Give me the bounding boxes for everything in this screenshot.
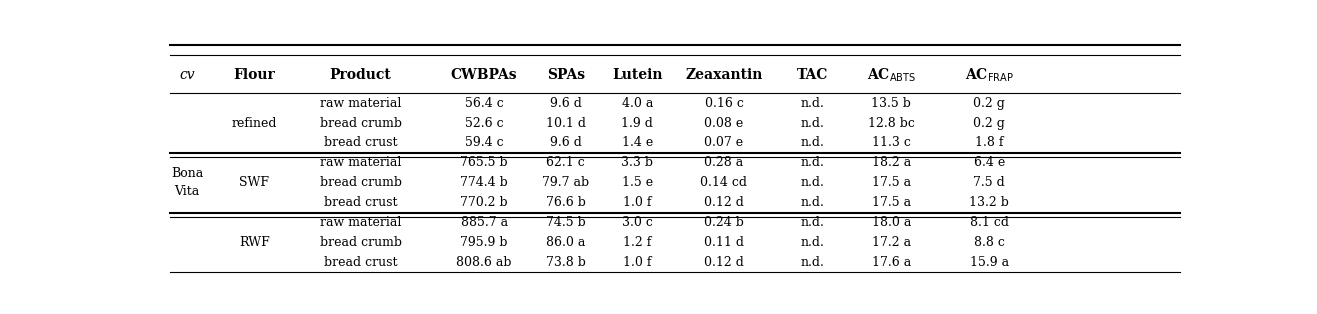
Text: cv: cv	[179, 68, 195, 82]
Text: 1.4 e: 1.4 e	[622, 137, 653, 149]
Text: 12.8 bc: 12.8 bc	[868, 116, 915, 130]
Text: 0.12 d: 0.12 d	[705, 196, 744, 209]
Text: 0.14 cd: 0.14 cd	[701, 176, 748, 189]
Text: 73.8 b: 73.8 b	[545, 256, 586, 269]
Text: Product: Product	[329, 68, 391, 82]
Text: 17.5 a: 17.5 a	[872, 196, 911, 209]
Text: 56.4 c: 56.4 c	[465, 97, 503, 110]
Text: 808.6 ab: 808.6 ab	[457, 256, 512, 269]
Text: SPAs: SPAs	[547, 68, 585, 82]
Text: refined: refined	[232, 116, 277, 130]
Text: 774.4 b: 774.4 b	[460, 176, 508, 189]
Text: 1.8 f: 1.8 f	[975, 137, 1004, 149]
Text: n.d.: n.d.	[801, 216, 824, 229]
Text: 1.5 e: 1.5 e	[622, 176, 653, 189]
Text: RWF: RWF	[240, 236, 270, 249]
Text: 9.6 d: 9.6 d	[549, 97, 582, 110]
Text: Flour: Flour	[233, 68, 275, 82]
Text: 52.6 c: 52.6 c	[465, 116, 503, 130]
Text: TAC: TAC	[797, 68, 828, 82]
Text: 18.2 a: 18.2 a	[872, 156, 911, 169]
Text: 770.2 b: 770.2 b	[460, 196, 508, 209]
Text: 3.0 c: 3.0 c	[622, 216, 653, 229]
Text: 1.2 f: 1.2 f	[623, 236, 652, 249]
Text: 0.24 b: 0.24 b	[705, 216, 744, 229]
Text: 6.4 e: 6.4 e	[973, 156, 1005, 169]
Text: 0.28 a: 0.28 a	[705, 156, 744, 169]
Text: n.d.: n.d.	[801, 137, 824, 149]
Text: bread crust: bread crust	[324, 256, 398, 269]
Text: n.d.: n.d.	[801, 97, 824, 110]
Text: bread crust: bread crust	[324, 196, 398, 209]
Text: bread crumb: bread crumb	[320, 236, 402, 249]
Text: bread crust: bread crust	[324, 137, 398, 149]
Text: 1.0 f: 1.0 f	[623, 196, 652, 209]
Text: 885.7 a: 885.7 a	[461, 216, 507, 229]
Text: 62.1 c: 62.1 c	[547, 156, 585, 169]
Text: Zeaxantin: Zeaxantin	[685, 68, 763, 82]
Text: 11.3 c: 11.3 c	[872, 137, 911, 149]
Text: 74.5 b: 74.5 b	[545, 216, 586, 229]
Text: n.d.: n.d.	[801, 116, 824, 130]
Text: 18.0 a: 18.0 a	[872, 216, 911, 229]
Text: bread crumb: bread crumb	[320, 116, 402, 130]
Text: CWBPAs: CWBPAs	[450, 68, 518, 82]
Text: 0.12 d: 0.12 d	[705, 256, 744, 269]
Text: 15.9 a: 15.9 a	[969, 256, 1009, 269]
Text: n.d.: n.d.	[801, 236, 824, 249]
Text: raw material: raw material	[320, 216, 402, 229]
Text: 17.5 a: 17.5 a	[872, 176, 911, 189]
Text: AC$_{\mathrm{FRAP}}$: AC$_{\mathrm{FRAP}}$	[965, 67, 1014, 84]
Text: 17.2 a: 17.2 a	[872, 236, 911, 249]
Text: bread crumb: bread crumb	[320, 176, 402, 189]
Text: 79.7 ab: 79.7 ab	[543, 176, 589, 189]
Text: 0.07 e: 0.07 e	[705, 137, 744, 149]
Text: 1.0 f: 1.0 f	[623, 256, 652, 269]
Text: 765.5 b: 765.5 b	[460, 156, 508, 169]
Text: n.d.: n.d.	[801, 256, 824, 269]
Text: 8.8 c: 8.8 c	[973, 236, 1005, 249]
Text: 0.08 e: 0.08 e	[705, 116, 744, 130]
Text: 795.9 b: 795.9 b	[461, 236, 508, 249]
Text: 59.4 c: 59.4 c	[465, 137, 503, 149]
Text: n.d.: n.d.	[801, 156, 824, 169]
Text: 76.6 b: 76.6 b	[545, 196, 586, 209]
Text: 1.9 d: 1.9 d	[622, 116, 653, 130]
Text: 13.5 b: 13.5 b	[872, 97, 911, 110]
Text: raw material: raw material	[320, 97, 402, 110]
Text: AC$_{\mathrm{ABTS}}$: AC$_{\mathrm{ABTS}}$	[867, 67, 915, 84]
Text: 3.3 b: 3.3 b	[622, 156, 653, 169]
Text: SWF: SWF	[240, 176, 270, 189]
Text: 0.2 g: 0.2 g	[973, 97, 1005, 110]
Text: 0.2 g: 0.2 g	[973, 116, 1005, 130]
Text: 8.1 cd: 8.1 cd	[969, 216, 1009, 229]
Text: n.d.: n.d.	[801, 176, 824, 189]
Text: 10.1 d: 10.1 d	[545, 116, 586, 130]
Text: 13.2 b: 13.2 b	[969, 196, 1009, 209]
Text: 0.16 c: 0.16 c	[705, 97, 743, 110]
Text: 17.6 a: 17.6 a	[872, 256, 911, 269]
Text: Bona
Vita: Bona Vita	[171, 167, 203, 198]
Text: n.d.: n.d.	[801, 196, 824, 209]
Text: raw material: raw material	[320, 156, 402, 169]
Text: 7.5 d: 7.5 d	[973, 176, 1005, 189]
Text: 86.0 a: 86.0 a	[547, 236, 586, 249]
Text: 0.11 d: 0.11 d	[705, 236, 744, 249]
Text: 9.6 d: 9.6 d	[549, 137, 582, 149]
Text: 4.0 a: 4.0 a	[622, 97, 653, 110]
Text: Lutein: Lutein	[612, 68, 662, 82]
